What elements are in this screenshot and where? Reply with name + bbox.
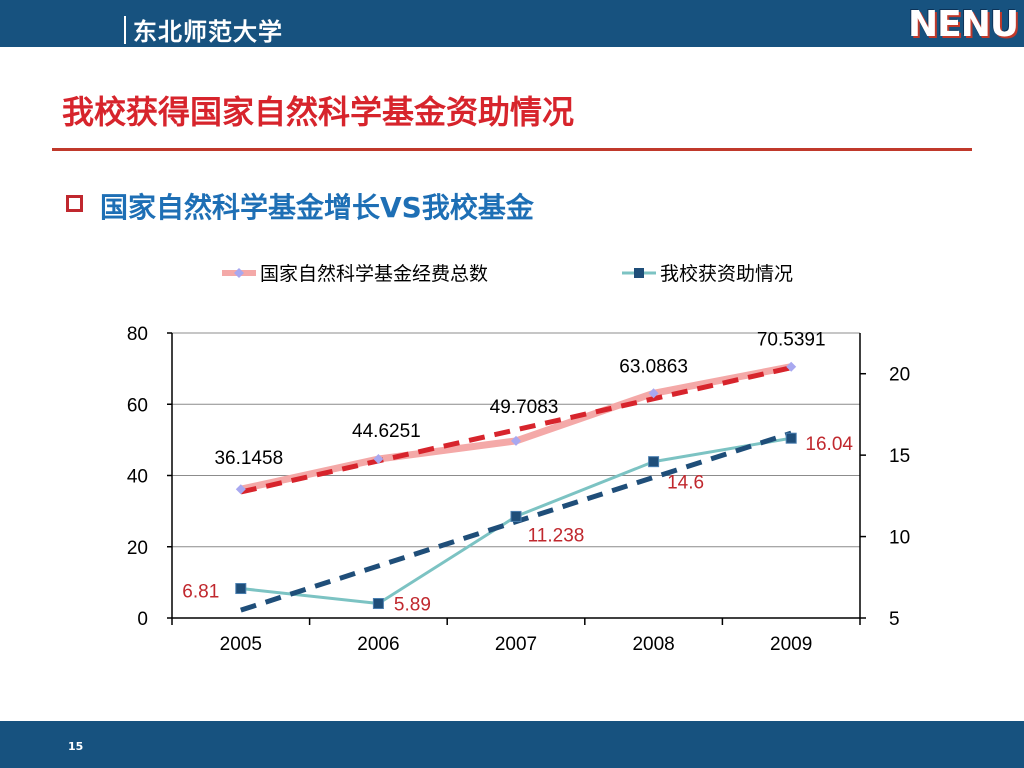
brand-separator	[124, 16, 126, 44]
footer-bar	[0, 721, 1024, 768]
data-label: 44.6251	[352, 421, 421, 442]
x-tick-label: 2008	[632, 634, 674, 655]
x-tick-label: 2006	[357, 634, 399, 655]
slide-subtitle: 国家自然科学基金增长VS我校基金	[100, 191, 534, 224]
x-tick-label: 2009	[770, 634, 812, 655]
data-point	[235, 484, 246, 495]
legend-marker	[234, 268, 244, 278]
y-left-tick-label: 60	[127, 395, 148, 416]
y-left-tick-label: 40	[127, 467, 148, 488]
x-tick-label: 2007	[495, 634, 537, 655]
data-label: 6.81	[182, 582, 219, 603]
page-number: 15	[68, 740, 84, 753]
y-right-tick-label: 15	[889, 446, 910, 467]
data-label: 5.89	[394, 595, 431, 616]
data-point	[373, 454, 384, 465]
data-point	[510, 510, 522, 522]
y-right-tick-label: 5	[889, 609, 900, 630]
y-right-tick-label: 20	[889, 365, 910, 386]
x-tick-label: 2005	[220, 634, 262, 655]
legend-label: 我校获资助情况	[660, 263, 793, 285]
legend-marker	[634, 268, 644, 278]
trendline	[240, 365, 792, 495]
data-point	[785, 432, 797, 444]
data-label: 14.6	[667, 473, 704, 494]
legend-label: 国家自然科学基金经费总数	[260, 263, 488, 285]
nenu-logo: NENU	[908, 4, 1019, 45]
data-point	[235, 583, 247, 595]
data-label: 11.238	[528, 525, 585, 546]
header-bar	[0, 0, 1024, 47]
slide-title: 我校获得国家自然科学基金资助情况	[62, 93, 575, 131]
y-right-tick-label: 10	[889, 528, 910, 549]
data-point	[372, 598, 384, 610]
data-point	[511, 435, 521, 446]
data-label: 36.1458	[214, 448, 283, 469]
data-point	[648, 456, 660, 468]
data-point	[786, 361, 797, 372]
data-point	[648, 388, 659, 399]
y-left-tick-label: 0	[137, 609, 148, 630]
title-divider	[52, 148, 972, 151]
university-name: 东北师范大学	[133, 17, 283, 46]
data-label: 70.5391	[757, 330, 826, 351]
data-label: 49.7083	[490, 397, 559, 418]
data-label: 63.0863	[619, 356, 688, 377]
y-left-tick-label: 20	[127, 538, 148, 559]
data-label: 16.04	[805, 434, 853, 455]
y-left-tick-label: 80	[127, 324, 148, 345]
square-bullet-icon	[66, 195, 83, 212]
